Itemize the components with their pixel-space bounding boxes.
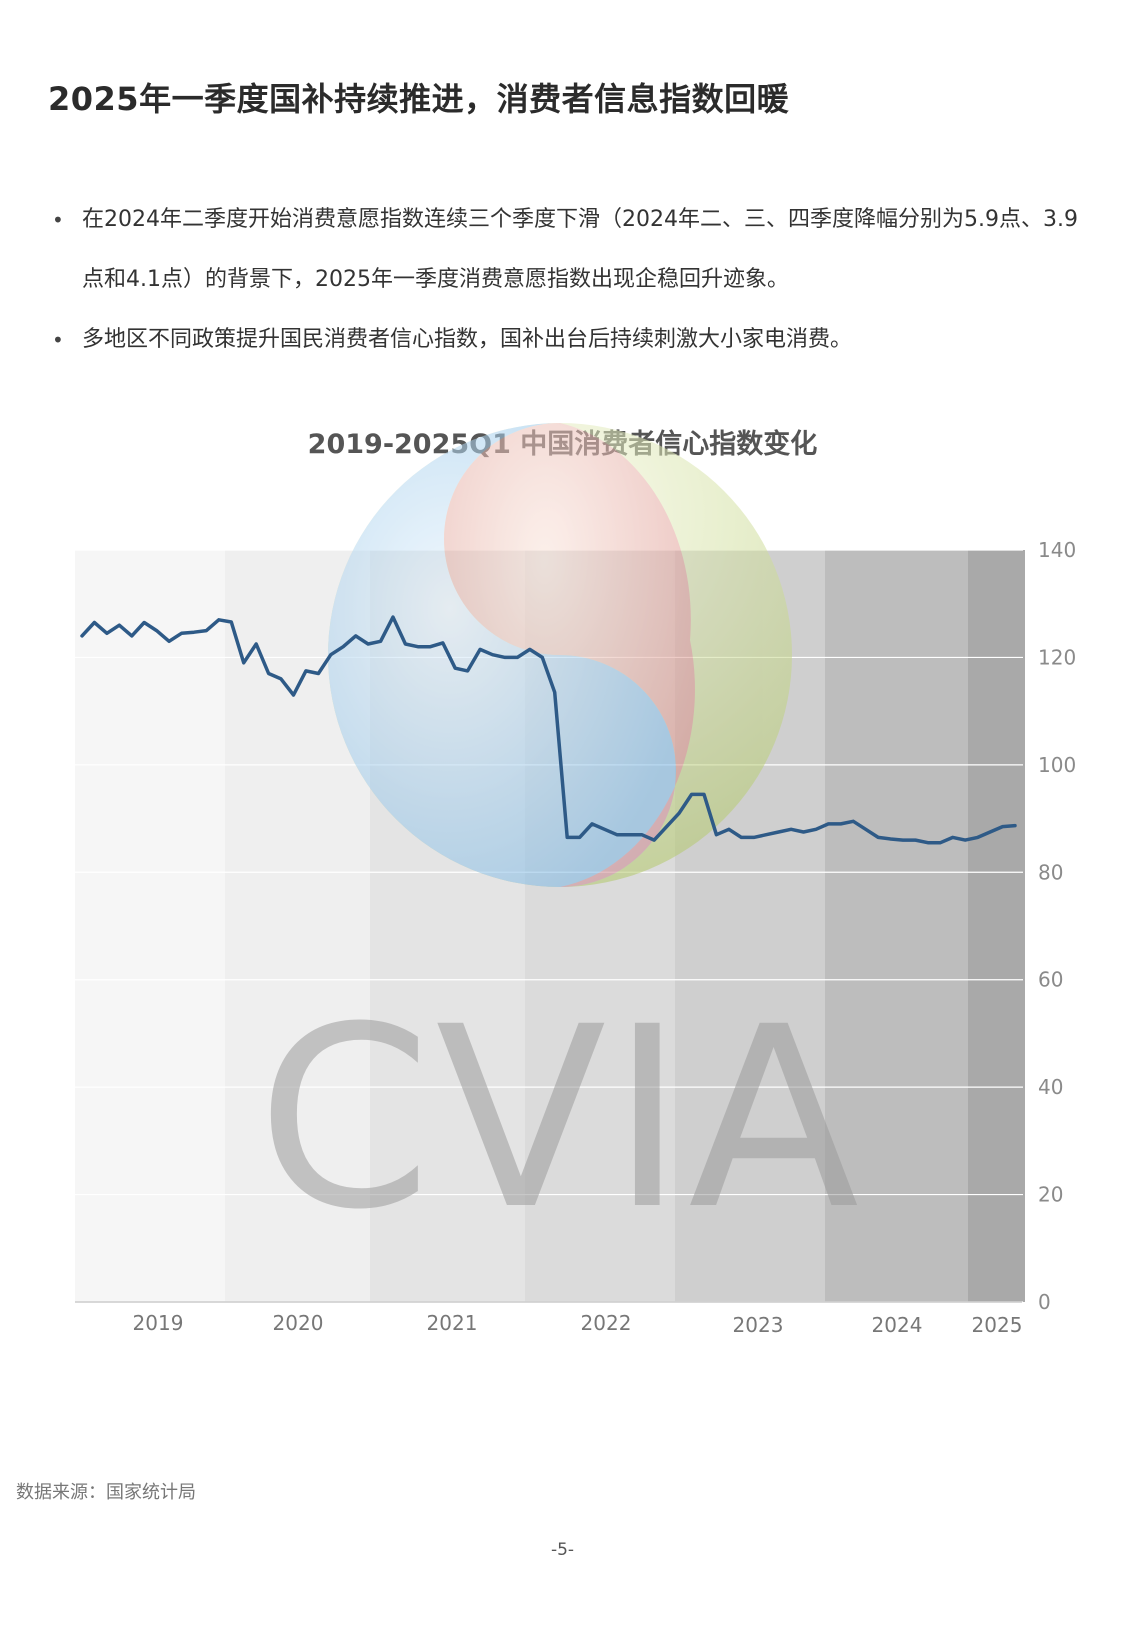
x-tick-label: 2024 (872, 1313, 923, 1337)
title-divider (30, 146, 1104, 150)
year-band-0 (75, 550, 225, 1302)
page-title: 2025年一季度国补持续推进，消费者信息指数回暖 (48, 80, 790, 118)
bullet-list: 在2024年二季度开始消费意愿指数连续三个季度下滑（2024年二、三、四季度降幅… (52, 190, 1092, 370)
y-tick-label: 140 (1038, 538, 1076, 562)
year-band-6 (968, 550, 1025, 1302)
bullet-item: 多地区不同政策提升国民消费者信心指数，国补出台后持续刺激大小家电消费。 (52, 310, 1092, 370)
x-tick-label: 2019 (133, 1311, 184, 1335)
yin-yang-watermark-icon (328, 423, 792, 887)
data-source: 数据来源：国家统计局 (16, 1482, 196, 1503)
x-tick-label: 2021 (427, 1311, 478, 1335)
series-line-0 (80, 615, 1017, 845)
x-tick-label: 2025 (972, 1313, 1023, 1337)
y-axis-labels: 0 20 40 60 80 100 120 140 (1038, 538, 1076, 1314)
y-tick-label: 100 (1038, 753, 1076, 777)
consumer-confidence-chart: CVIA 0 20 40 60 80 100 120 140 2019 2020 2021 2022… (75, 423, 1076, 1337)
cvia-watermark: CVIA (257, 973, 863, 1264)
x-tick-label: 2020 (273, 1311, 324, 1335)
y-tick-label: 120 (1038, 645, 1076, 669)
y-tick-label: 80 (1038, 860, 1063, 884)
x-tick-label: 2022 (581, 1311, 632, 1335)
x-tick-label: 2023 (733, 1313, 784, 1337)
y-tick-label: 40 (1038, 1075, 1063, 1099)
page-number: -5- (550, 1540, 575, 1560)
year-band-5 (825, 550, 968, 1302)
y-tick-label: 60 (1038, 968, 1063, 992)
bullet-item: 在2024年二季度开始消费意愿指数连续三个季度下滑（2024年二、三、四季度降幅… (52, 190, 1092, 310)
data-series (80, 615, 1017, 845)
x-axis-labels: 2019 2020 2021 2022 2023 2024 2025 (133, 1311, 1023, 1337)
y-tick-label: 0 (1038, 1290, 1051, 1314)
y-tick-label: 20 (1038, 1183, 1063, 1207)
